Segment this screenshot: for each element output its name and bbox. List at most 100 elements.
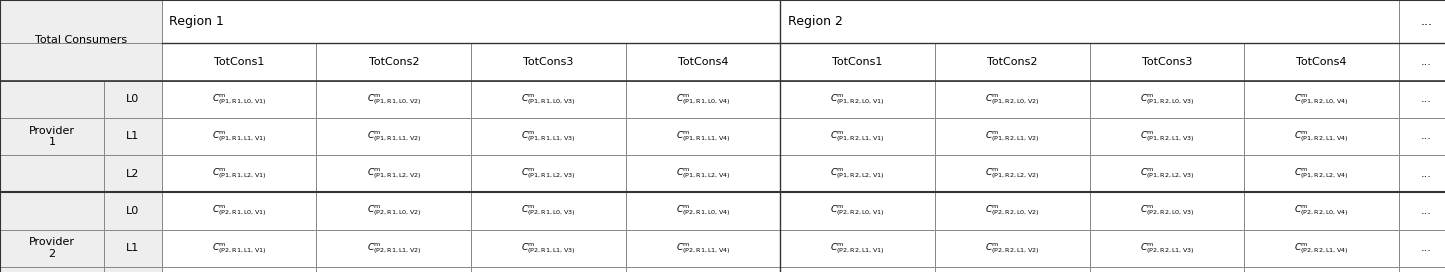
- Bar: [471, 81, 626, 118]
- Bar: [0, 43, 162, 81]
- Text: $C^{\rm m}_{{\rm (P1,R1,L2,V3)}}$: $C^{\rm m}_{{\rm (P1,R1,L2,V3)}}$: [522, 166, 575, 181]
- Text: TotCons3: TotCons3: [523, 57, 574, 67]
- Bar: [1399, 0, 1445, 43]
- Bar: [1244, 43, 1399, 81]
- Text: $C^{\rm m}_{{\rm (P2,R2,L1,V4)}}$: $C^{\rm m}_{{\rm (P2,R2,L1,V4)}}$: [1295, 241, 1348, 256]
- Bar: [0, 81, 104, 118]
- Text: L1: L1: [126, 243, 140, 253]
- Bar: [626, 267, 780, 272]
- Bar: [0, 192, 104, 230]
- Text: $C^{\rm m}_{{\rm (P1,R1,L0,V1)}}$: $C^{\rm m}_{{\rm (P1,R1,L0,V1)}}$: [212, 92, 266, 107]
- Bar: [935, 81, 1090, 118]
- Text: $C^{\rm m}_{{\rm (P2,R2,L0,V1)}}$: $C^{\rm m}_{{\rm (P2,R2,L0,V1)}}$: [831, 203, 884, 218]
- Bar: [104, 81, 162, 118]
- Bar: [935, 155, 1090, 192]
- Text: L1: L1: [126, 131, 140, 141]
- Bar: [316, 230, 471, 267]
- Bar: [0, 155, 104, 192]
- Bar: [626, 192, 780, 230]
- Text: $C^{\rm m}_{{\rm (P1,R1,L1,V1)}}$: $C^{\rm m}_{{\rm (P1,R1,L1,V1)}}$: [212, 129, 266, 144]
- Bar: [1090, 118, 1244, 155]
- Bar: [471, 43, 626, 81]
- Bar: [0, 267, 104, 272]
- Bar: [935, 230, 1090, 267]
- Text: $C^{\rm m}_{{\rm (P1,R2,L0,V3)}}$: $C^{\rm m}_{{\rm (P1,R2,L0,V3)}}$: [1140, 92, 1194, 107]
- Bar: [780, 192, 935, 230]
- Bar: [316, 192, 471, 230]
- Text: $C^{\rm m}_{{\rm (P2,R2,L1,V1)}}$: $C^{\rm m}_{{\rm (P2,R2,L1,V1)}}$: [831, 241, 884, 256]
- Text: $C^{\rm m}_{{\rm (P2,R1,L0,V4)}}$: $C^{\rm m}_{{\rm (P2,R1,L0,V4)}}$: [676, 203, 730, 218]
- Bar: [162, 230, 316, 267]
- Text: L0: L0: [126, 94, 140, 104]
- Bar: [162, 118, 316, 155]
- Text: $C^{\rm m}_{{\rm (P1,R2,L1,V3)}}$: $C^{\rm m}_{{\rm (P1,R2,L1,V3)}}$: [1140, 129, 1194, 144]
- Bar: [0, 118, 104, 155]
- Bar: [1244, 118, 1399, 155]
- Text: L2: L2: [126, 169, 140, 179]
- Bar: [162, 0, 780, 43]
- Text: Provider
2: Provider 2: [29, 237, 75, 259]
- Bar: [780, 118, 935, 155]
- Bar: [0, 0, 162, 43]
- Text: TotCons2: TotCons2: [987, 57, 1038, 67]
- Text: ...: ...: [1420, 243, 1432, 253]
- Text: ...: ...: [1420, 15, 1432, 28]
- Bar: [162, 155, 316, 192]
- Bar: [626, 81, 780, 118]
- Text: $C^{\rm m}_{{\rm (P1,R1,L2,V1)}}$: $C^{\rm m}_{{\rm (P1,R1,L2,V1)}}$: [212, 166, 266, 181]
- Bar: [780, 81, 935, 118]
- Text: $C^{\rm m}_{{\rm (P1,R1,L0,V4)}}$: $C^{\rm m}_{{\rm (P1,R1,L0,V4)}}$: [676, 92, 730, 107]
- Bar: [471, 230, 626, 267]
- Text: $C^{\rm m}_{{\rm (P1,R1,L2,V2)}}$: $C^{\rm m}_{{\rm (P1,R1,L2,V2)}}$: [367, 166, 420, 181]
- Bar: [104, 118, 162, 155]
- Text: $C^{\rm m}_{{\rm (P1,R1,L1,V2)}}$: $C^{\rm m}_{{\rm (P1,R1,L1,V2)}}$: [367, 129, 420, 144]
- Text: ...: ...: [1420, 206, 1432, 216]
- Text: $C^{\rm m}_{{\rm (P1,R1,L1,V3)}}$: $C^{\rm m}_{{\rm (P1,R1,L1,V3)}}$: [522, 129, 575, 144]
- Bar: [780, 267, 935, 272]
- Bar: [162, 192, 316, 230]
- Text: $C^{\rm m}_{{\rm (P1,R2,L1,V1)}}$: $C^{\rm m}_{{\rm (P1,R2,L1,V1)}}$: [831, 129, 884, 144]
- Text: $C^{\rm m}_{{\rm (P1,R2,L2,V3)}}$: $C^{\rm m}_{{\rm (P1,R2,L2,V3)}}$: [1140, 166, 1194, 181]
- Bar: [1399, 155, 1445, 192]
- Bar: [104, 192, 162, 230]
- Text: TotCons3: TotCons3: [1142, 57, 1192, 67]
- Text: $C^{\rm m}_{{\rm (P1,R1,L0,V3)}}$: $C^{\rm m}_{{\rm (P1,R1,L0,V3)}}$: [522, 92, 575, 107]
- Bar: [1399, 81, 1445, 118]
- Text: Total Consumers: Total Consumers: [35, 35, 127, 45]
- Bar: [1244, 81, 1399, 118]
- Bar: [1090, 230, 1244, 267]
- Text: $C^{\rm m}_{{\rm (P2,R1,L0,V3)}}$: $C^{\rm m}_{{\rm (P2,R1,L0,V3)}}$: [522, 203, 575, 218]
- Bar: [1399, 192, 1445, 230]
- Bar: [162, 43, 316, 81]
- Bar: [471, 118, 626, 155]
- Bar: [780, 230, 935, 267]
- Text: $C^{\rm m}_{{\rm (P2,R1,L0,V2)}}$: $C^{\rm m}_{{\rm (P2,R1,L0,V2)}}$: [367, 203, 420, 218]
- Bar: [162, 267, 316, 272]
- Text: $C^{\rm m}_{{\rm (P2,R2,L0,V3)}}$: $C^{\rm m}_{{\rm (P2,R2,L0,V3)}}$: [1140, 203, 1194, 218]
- Text: $C^{\rm m}_{{\rm (P2,R2,L0,V2)}}$: $C^{\rm m}_{{\rm (P2,R2,L0,V2)}}$: [985, 203, 1039, 218]
- Bar: [626, 118, 780, 155]
- Text: $C^{\rm m}_{{\rm (P1,R2,L1,V4)}}$: $C^{\rm m}_{{\rm (P1,R2,L1,V4)}}$: [1295, 129, 1348, 144]
- Bar: [1399, 118, 1445, 155]
- Text: $C^{\rm m}_{{\rm (P2,R2,L1,V3)}}$: $C^{\rm m}_{{\rm (P2,R2,L1,V3)}}$: [1140, 241, 1194, 256]
- Text: TotCons1: TotCons1: [832, 57, 883, 67]
- Bar: [1244, 192, 1399, 230]
- Text: TotCons4: TotCons4: [1296, 57, 1347, 67]
- Bar: [316, 81, 471, 118]
- Text: ...: ...: [1420, 94, 1432, 104]
- Text: TotCons4: TotCons4: [678, 57, 728, 67]
- Bar: [1090, 267, 1244, 272]
- Bar: [316, 43, 471, 81]
- Text: $C^{\rm m}_{{\rm (P1,R2,L0,V2)}}$: $C^{\rm m}_{{\rm (P1,R2,L0,V2)}}$: [985, 92, 1039, 107]
- Text: $C^{\rm m}_{{\rm (P2,R1,L1,V1)}}$: $C^{\rm m}_{{\rm (P2,R1,L1,V1)}}$: [212, 241, 266, 256]
- Text: $C^{\rm m}_{{\rm (P1,R2,L2,V1)}}$: $C^{\rm m}_{{\rm (P1,R2,L2,V1)}}$: [831, 166, 884, 181]
- Bar: [1090, 192, 1244, 230]
- Bar: [471, 192, 626, 230]
- Text: TotCons2: TotCons2: [368, 57, 419, 67]
- Bar: [1244, 230, 1399, 267]
- Bar: [471, 155, 626, 192]
- Text: $C^{\rm m}_{{\rm (P2,R1,L0,V1)}}$: $C^{\rm m}_{{\rm (P2,R1,L0,V1)}}$: [212, 203, 266, 218]
- Bar: [471, 267, 626, 272]
- Bar: [935, 43, 1090, 81]
- Text: $C^{\rm m}_{{\rm (P1,R2,L0,V4)}}$: $C^{\rm m}_{{\rm (P1,R2,L0,V4)}}$: [1295, 92, 1348, 107]
